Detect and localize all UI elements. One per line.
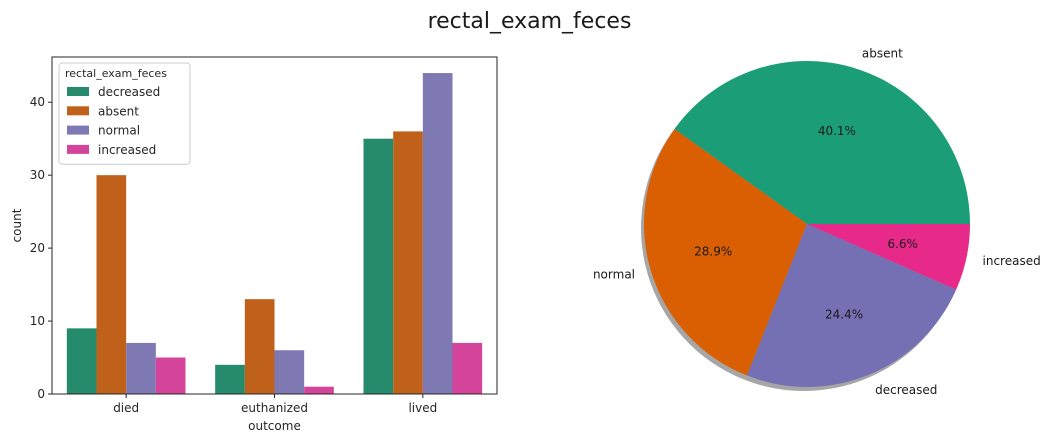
legend-box — [58, 62, 191, 165]
legend-swatch-absent — [67, 106, 89, 116]
bar-normal-euthanized — [274, 350, 305, 394]
legend-title: rectal_exam_feces — [65, 67, 167, 80]
pie-label-normal: normal — [593, 268, 635, 282]
bar-chart: 0 10 20 30 40 died euthanized lived count outc… — [10, 56, 498, 433]
bar-normal-died — [126, 342, 156, 394]
pie-slice-group — [644, 60, 970, 387]
legend-swatch-normal — [67, 125, 89, 135]
bar-absent-euthanized — [244, 299, 275, 394]
pie-pct-label-normal: 28.9% — [694, 245, 732, 259]
x-tick-label: euthanized — [241, 401, 308, 415]
bar-absent-lived — [393, 131, 423, 394]
x-axis-label: outcome — [248, 419, 301, 433]
bar-increased-died — [155, 357, 186, 394]
bar-decreased-lived — [363, 138, 394, 394]
pie-label-group: 40.1% absent 28.9% normal 24.4% decreased 6.6%… — [593, 46, 1041, 397]
legend-label-decreased: decreased — [98, 85, 160, 99]
bar-decreased-euthanized — [215, 364, 245, 394]
legend-swatch-decreased — [67, 87, 89, 96]
x-tick-label: lived — [408, 401, 437, 415]
pie-slice-absent — [674, 60, 970, 224]
x-tick-label: died — [113, 401, 139, 415]
y-tick-label: 20 — [30, 241, 45, 255]
y-tick-label: 40 — [30, 95, 45, 109]
legend-swatch-increased — [67, 144, 89, 154]
bar-increased-euthanized — [304, 386, 334, 394]
pie-pct-label-decreased: 24.4% — [825, 308, 863, 322]
pie-label-absent: absent — [862, 46, 903, 60]
y-tick-label: 10 — [30, 314, 45, 328]
y-axis-label: count — [10, 208, 24, 242]
legend: rectal_exam_feces decreased absent normal i… — [58, 62, 191, 165]
pie-label-decreased: decreased — [875, 383, 937, 397]
y-tick-label: 0 — [37, 387, 45, 401]
pie-pct-label-increased: 6.6% — [887, 237, 918, 251]
bar-increased-lived — [452, 342, 483, 394]
pie-slice-normal — [644, 129, 807, 376]
y-tick-label: 30 — [30, 168, 45, 182]
legend-label-absent: absent — [98, 104, 139, 118]
figure-title: rectal_exam_feces — [428, 9, 632, 34]
bar-absent-died — [96, 175, 127, 394]
legend-items: decreased absent normal increased — [67, 85, 160, 157]
bar-decreased-died — [66, 328, 97, 394]
pie-pct-label-absent: 40.1% — [818, 124, 856, 138]
pie-slice-increased — [807, 224, 970, 290]
pie-chart: 40.1% absent 28.9% normal 24.4% decreased 6.6%… — [593, 46, 1041, 397]
bar-group — [66, 73, 483, 395]
legend-label-normal: normal — [98, 124, 140, 138]
pie-slice-decreased — [747, 224, 957, 387]
x-axis: died euthanized lived — [113, 394, 437, 415]
y-axis: 0 10 20 30 40 — [30, 95, 52, 401]
pie-label-increased: increased — [983, 254, 1041, 268]
legend-label-increased: increased — [98, 143, 156, 157]
bar-normal-lived — [422, 73, 453, 395]
